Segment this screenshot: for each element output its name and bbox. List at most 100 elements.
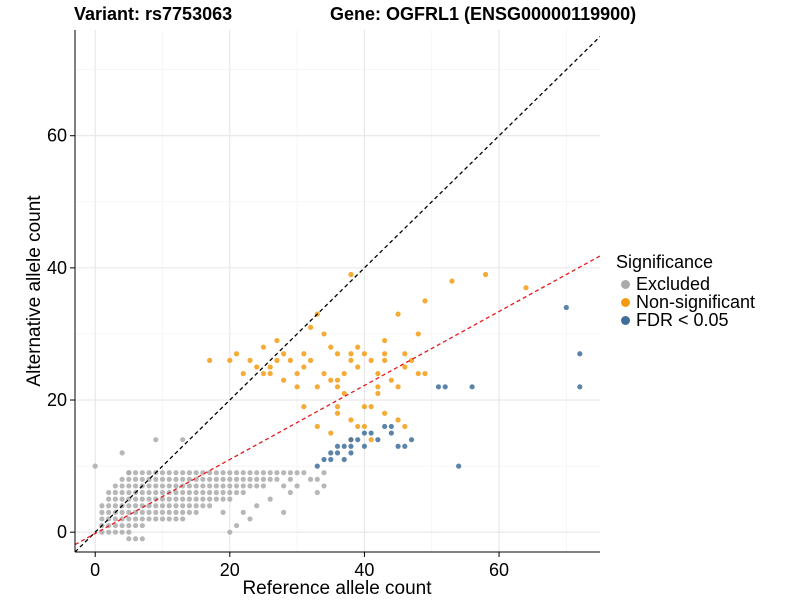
point-non-significant bbox=[267, 370, 273, 377]
point-non-significant bbox=[402, 351, 408, 357]
point-excluded bbox=[193, 476, 199, 482]
point-non-significant bbox=[334, 377, 341, 383]
point-excluded bbox=[139, 470, 145, 476]
point-non-significant bbox=[382, 337, 388, 344]
point-excluded bbox=[112, 522, 118, 529]
point-excluded bbox=[193, 483, 199, 489]
point-excluded bbox=[126, 529, 132, 535]
point-fdr-0-05 bbox=[375, 437, 381, 443]
point-non-significant bbox=[348, 351, 354, 357]
point-non-significant bbox=[328, 344, 334, 350]
point-excluded bbox=[132, 503, 139, 509]
point-excluded bbox=[159, 489, 166, 496]
y-tick-label: 40 bbox=[47, 258, 67, 278]
point-excluded bbox=[220, 509, 226, 515]
point-excluded bbox=[227, 496, 233, 502]
point-non-significant bbox=[449, 278, 455, 284]
point-fdr-0-05 bbox=[563, 304, 569, 311]
point-excluded bbox=[260, 476, 267, 482]
point-non-significant bbox=[227, 357, 233, 363]
point-excluded bbox=[281, 470, 287, 476]
point-excluded bbox=[186, 476, 193, 482]
point-excluded bbox=[126, 516, 132, 522]
point-excluded bbox=[180, 476, 186, 482]
point-excluded bbox=[301, 470, 307, 476]
point-excluded bbox=[240, 470, 246, 476]
point-fdr-0-05 bbox=[469, 384, 475, 390]
point-excluded bbox=[106, 509, 112, 515]
point-excluded bbox=[186, 503, 193, 509]
legend-item-non-significant: Non-significant bbox=[616, 293, 755, 311]
reference-lines bbox=[75, 36, 600, 552]
point-non-significant bbox=[247, 357, 253, 363]
point-excluded bbox=[159, 483, 166, 489]
point-fdr-0-05 bbox=[388, 430, 394, 436]
point-excluded bbox=[281, 509, 287, 515]
point-excluded bbox=[112, 483, 118, 489]
point-excluded bbox=[247, 483, 253, 489]
legend-label-fdr: FDR < 0.05 bbox=[636, 310, 729, 330]
point-excluded bbox=[166, 496, 172, 502]
point-excluded bbox=[254, 476, 260, 482]
point-non-significant bbox=[368, 404, 374, 410]
point-excluded bbox=[106, 496, 112, 502]
point-excluded bbox=[119, 522, 125, 529]
point-excluded bbox=[119, 450, 125, 456]
point-non-significant bbox=[314, 384, 320, 390]
point-non-significant bbox=[375, 384, 381, 390]
point-excluded bbox=[220, 496, 226, 502]
point-excluded bbox=[139, 522, 145, 529]
point-non-significant bbox=[334, 410, 341, 416]
point-excluded bbox=[119, 496, 125, 502]
point-excluded bbox=[287, 489, 293, 496]
point-excluded bbox=[132, 496, 139, 502]
point-fdr-0-05 bbox=[334, 450, 341, 456]
point-excluded bbox=[240, 489, 246, 496]
point-excluded bbox=[220, 483, 226, 489]
point-excluded bbox=[274, 470, 280, 476]
point-excluded bbox=[173, 503, 179, 509]
point-excluded bbox=[233, 489, 240, 496]
point-excluded bbox=[139, 503, 145, 509]
fitted-line bbox=[75, 255, 600, 546]
point-excluded bbox=[146, 489, 152, 496]
point-fdr-0-05 bbox=[341, 443, 347, 449]
point-fdr-0-05 bbox=[361, 443, 368, 449]
point-excluded bbox=[193, 489, 199, 496]
y-tick-label: 60 bbox=[47, 126, 67, 146]
point-excluded bbox=[173, 483, 179, 489]
point-excluded bbox=[233, 522, 240, 529]
point-excluded bbox=[254, 483, 260, 489]
point-excluded bbox=[233, 483, 240, 489]
point-non-significant bbox=[321, 331, 327, 337]
point-excluded bbox=[126, 470, 132, 476]
x-tick-label: 20 bbox=[220, 560, 240, 580]
point-non-significant bbox=[388, 377, 394, 383]
point-excluded bbox=[146, 516, 152, 522]
point-excluded bbox=[207, 476, 213, 482]
point-fdr-0-05 bbox=[577, 384, 583, 390]
legend-label-excluded: Excluded bbox=[636, 274, 711, 294]
point-excluded bbox=[267, 496, 273, 502]
point-excluded bbox=[180, 516, 186, 522]
point-excluded bbox=[321, 470, 327, 476]
gene-title: Gene: OGFRL1 (ENSG00000119900) bbox=[330, 4, 637, 24]
point-non-significant bbox=[482, 271, 489, 278]
point-excluded bbox=[213, 489, 219, 496]
legend-swatch-fdr bbox=[621, 315, 630, 325]
point-excluded bbox=[247, 470, 253, 476]
point-excluded bbox=[207, 489, 213, 496]
point-excluded bbox=[207, 483, 213, 489]
point-excluded bbox=[119, 509, 125, 515]
point-non-significant bbox=[334, 351, 341, 357]
point-excluded bbox=[159, 503, 166, 509]
point-excluded bbox=[92, 463, 98, 469]
point-excluded bbox=[132, 536, 139, 542]
point-non-significant bbox=[301, 364, 307, 370]
point-excluded bbox=[186, 496, 193, 502]
legend-label-non-significant: Non-significant bbox=[636, 292, 756, 312]
point-excluded bbox=[220, 470, 226, 476]
point-excluded bbox=[153, 476, 159, 482]
point-excluded bbox=[240, 476, 246, 482]
point-fdr-0-05 bbox=[314, 463, 320, 469]
